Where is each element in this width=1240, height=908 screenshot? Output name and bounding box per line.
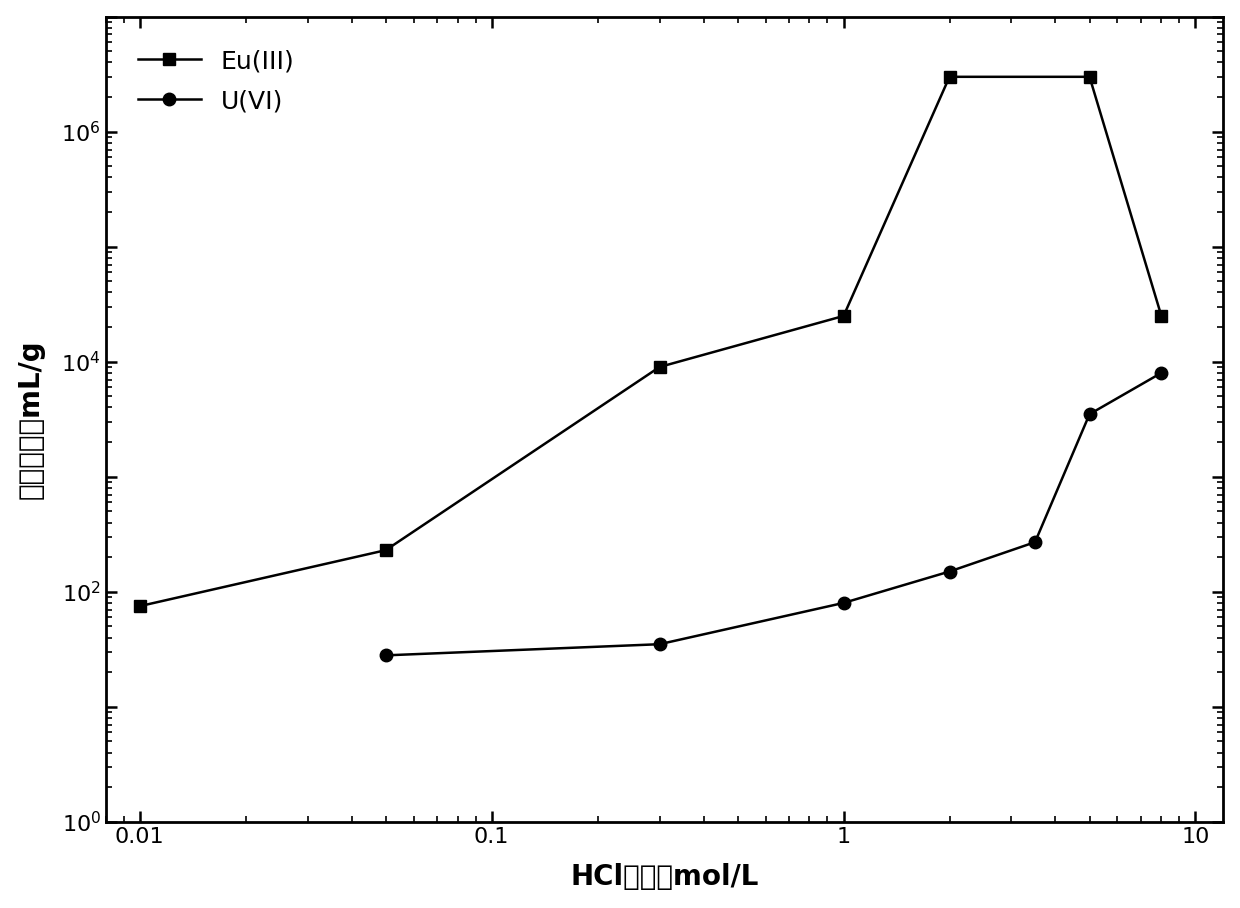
U(VI)	[378, 650, 393, 661]
U(VI)	[1083, 409, 1097, 419]
Eu(III)	[942, 72, 957, 83]
U(VI)	[836, 597, 851, 608]
X-axis label: HCl浓度，mol/L: HCl浓度，mol/L	[570, 864, 759, 892]
Eu(III)	[378, 545, 393, 556]
U(VI)	[652, 638, 667, 649]
Eu(III)	[1083, 72, 1097, 83]
Y-axis label: 分配系数，mL/g: 分配系数，mL/g	[16, 340, 45, 499]
U(VI)	[942, 566, 957, 577]
Line: U(VI): U(VI)	[379, 367, 1168, 662]
U(VI)	[1154, 368, 1169, 379]
Legend: Eu(III), U(VI): Eu(III), U(VI)	[118, 29, 315, 133]
Eu(III)	[652, 361, 667, 372]
Line: Eu(III): Eu(III)	[134, 71, 1168, 612]
Eu(III)	[133, 601, 148, 612]
U(VI)	[1028, 537, 1043, 548]
Eu(III)	[836, 311, 851, 321]
Eu(III)	[1154, 311, 1169, 321]
